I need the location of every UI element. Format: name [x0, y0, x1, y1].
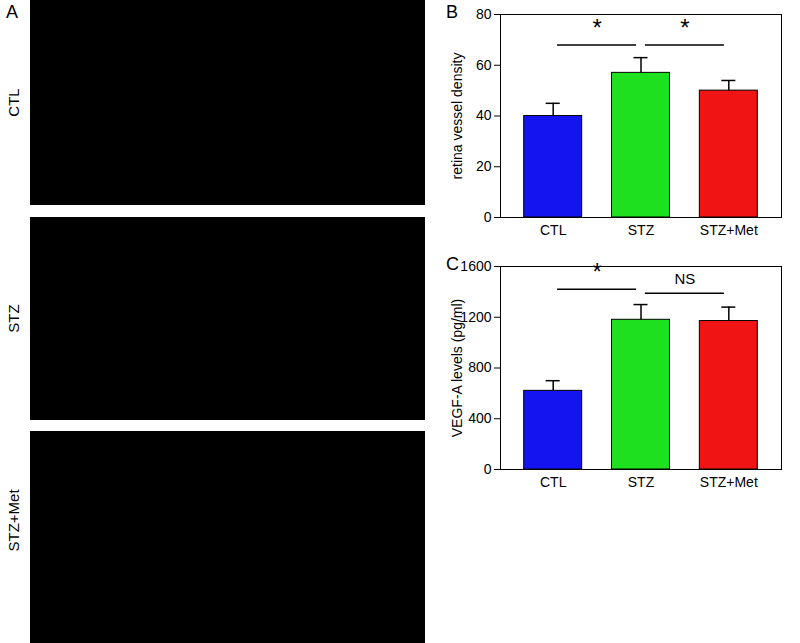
html-text:STZ: STZ	[4, 303, 22, 333]
svg-text:NS: NS	[674, 270, 695, 287]
svg-text:*: *	[592, 14, 601, 41]
html-text:B: B	[446, 2, 458, 22]
svg-text:CTL: CTL	[540, 474, 567, 490]
svg-text:STZ+Met: STZ+Met	[700, 222, 758, 238]
svg-text:1200: 1200	[460, 308, 492, 325]
svg-text:CTL: CTL	[540, 222, 567, 238]
svg-text:*: *	[592, 258, 601, 285]
svg-text:40: 40	[476, 107, 492, 123]
svg-text:0: 0	[484, 461, 492, 477]
html-text:A: A	[6, 2, 18, 22]
svg-text:*: *	[680, 14, 689, 41]
svg-text:1600: 1600	[460, 258, 491, 274]
svg-text:STZ: STZ	[628, 474, 655, 490]
svg-text:0: 0	[484, 209, 492, 225]
html-text:C: C	[446, 254, 459, 274]
svg-text:STZ: STZ	[628, 222, 655, 238]
svg-text:VEGF-A levels (pg/ml): VEGF-A levels (pg/ml)	[449, 299, 465, 437]
html-text:CTL: CTL	[4, 87, 22, 117]
svg-text:60: 60	[476, 57, 492, 73]
svg-text:400: 400	[468, 410, 492, 426]
svg-text:retina vessel density: retina vessel density	[449, 53, 465, 180]
svg-text:800: 800	[468, 359, 492, 375]
svg-text:80: 80	[476, 6, 492, 22]
svg-text:STZ+Met: STZ+Met	[700, 474, 758, 490]
svg-text:20: 20	[476, 158, 492, 174]
html-text:STZ+Met: STZ+Met	[4, 489, 22, 552]
